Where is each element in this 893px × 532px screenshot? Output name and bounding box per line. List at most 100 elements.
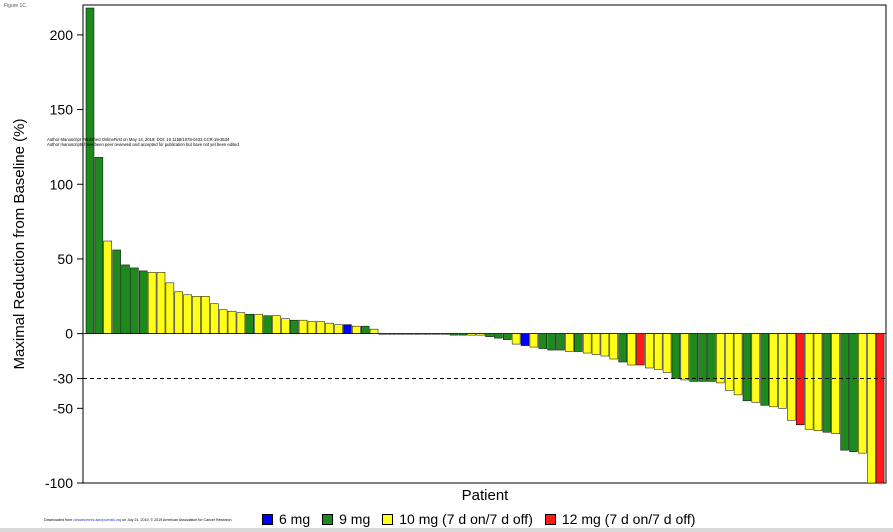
bar-patient-29 <box>334 324 343 334</box>
download-note: Downloaded from clincancerres.aacrjourna… <box>44 518 232 523</box>
bar-patient-8 <box>147 272 157 334</box>
y-tick-label: 100 <box>50 176 74 192</box>
y-tick-label: -30 <box>53 370 73 386</box>
bar-patient-14 <box>201 296 210 334</box>
bar-patient-61 <box>618 333 627 363</box>
bar-patient-50 <box>520 333 530 346</box>
bar-patient-87 <box>849 333 858 452</box>
x-axis-title: Patient <box>462 487 510 504</box>
bar-patient-71 <box>707 333 716 382</box>
bar-patient-52 <box>538 333 548 349</box>
bar-patient-18 <box>236 312 246 334</box>
watermark-line-1: Author Manuscript Published OnlineFirst … <box>47 137 230 142</box>
bar-patient-66 <box>662 333 672 373</box>
bar-patient-31 <box>352 325 361 334</box>
bar-patient-30 <box>343 324 352 334</box>
bar-patient-85 <box>831 333 840 434</box>
bar-patient-84 <box>822 333 832 433</box>
bar-patient-53 <box>547 333 556 351</box>
bars-group <box>85 7 885 484</box>
legend-swatch-10mg <box>382 513 394 525</box>
bar-patient-70 <box>698 333 707 382</box>
legend-label-12mg: 12 mg (7 d on/7 d off) <box>561 511 696 527</box>
bar-patient-65 <box>653 333 663 370</box>
bar-patient-23 <box>281 318 290 334</box>
bar-patient-54 <box>556 333 565 351</box>
bar-patient-69 <box>689 333 698 382</box>
legend-item-12mg: 12 mg (7 d on/7 d off) <box>544 511 696 527</box>
bar-patient-4 <box>112 249 121 334</box>
bar-patient-16 <box>218 309 228 334</box>
bar-patient-7 <box>139 270 148 334</box>
bar-patient-79 <box>778 333 787 409</box>
bar-patient-5 <box>121 264 130 334</box>
bar-patient-56 <box>574 333 583 352</box>
bar-patient-48 <box>503 333 512 340</box>
bar-patient-28 <box>325 322 334 334</box>
bar-patient-24 <box>289 319 299 334</box>
bar-patient-1 <box>85 7 95 334</box>
legend-swatch-9mg <box>322 513 334 525</box>
y-tick-label: 50 <box>57 251 73 267</box>
y-tick-label: 200 <box>50 27 74 43</box>
bar-patient-88 <box>858 333 867 454</box>
bar-patient-63 <box>636 333 645 366</box>
download-suffix: on July 21, 2019. © 2019 American Associ… <box>122 518 233 522</box>
legend-swatch-6mg <box>262 513 273 525</box>
bar-patient-20 <box>254 313 263 334</box>
bar-patient-25 <box>298 319 308 334</box>
bar-patient-76 <box>751 333 761 403</box>
bar-patient-32 <box>360 325 370 334</box>
bar-patient-55 <box>565 333 574 352</box>
bar-patient-75 <box>742 333 752 402</box>
bar-patient-22 <box>272 315 281 334</box>
bar-patient-15 <box>210 303 219 334</box>
bar-patient-81 <box>795 333 805 426</box>
legend-item-6mg: 6 mg <box>262 511 310 527</box>
download-prefix: Downloaded from <box>44 518 73 522</box>
bar-patient-86 <box>840 333 849 451</box>
bar-patient-64 <box>645 333 654 369</box>
figure-label: Figure 1C. <box>4 3 28 9</box>
bar-patient-59 <box>600 333 610 357</box>
bar-patient-78 <box>769 333 778 408</box>
bar-patient-26 <box>307 321 317 334</box>
y-tick-label: -50 <box>53 400 73 416</box>
bar-patient-21 <box>263 315 272 334</box>
legend: 6 mg 9 mg 10 mg (7 d on/7 d off) 12 mg (… <box>262 510 707 528</box>
bottom-scroll-strip <box>0 528 893 532</box>
bar-patient-57 <box>582 333 592 354</box>
bar-patient-6 <box>130 267 139 334</box>
bar-patient-3 <box>103 240 112 334</box>
manuscript-watermark: Author Manuscript Published OnlineFirst … <box>47 137 240 147</box>
bar-patient-74 <box>733 333 743 396</box>
bar-patient-19 <box>245 313 255 334</box>
bar-patient-72 <box>716 333 725 384</box>
bar-patient-33 <box>369 328 379 334</box>
bar-patient-83 <box>813 333 823 431</box>
legend-label-9mg: 9 mg <box>339 511 371 527</box>
legend-label-6mg: 6 mg <box>279 511 311 527</box>
plot-area <box>82 4 887 484</box>
bar-patient-11 <box>174 291 184 334</box>
bar-patient-67 <box>671 333 681 379</box>
y-tick-label: -100 <box>45 475 73 491</box>
bar-patient-80 <box>787 333 796 421</box>
bar-patient-77 <box>760 333 769 406</box>
bar-patient-60 <box>609 333 619 360</box>
bar-patient-82 <box>804 333 814 430</box>
bar-patient-2 <box>94 157 104 334</box>
y-axis-title: Maximal Reduction from Baseline (%) <box>11 119 28 370</box>
bar-patient-62 <box>627 333 636 366</box>
journal-link[interactable]: clincancerres.aacrjournals.org <box>73 518 122 522</box>
legend-item-9mg: 9 mg <box>322 511 370 527</box>
legend-item-10mg: 10 mg (7 d on/7 d off) <box>382 511 533 527</box>
y-axis-ticks: 200 150 100 50 0 -30 -50 -100 <box>45 27 83 491</box>
bar-patient-89 <box>866 333 876 484</box>
y-tick-label: 150 <box>50 102 74 118</box>
bar-patient-68 <box>680 333 690 381</box>
legend-swatch-12mg <box>544 513 556 525</box>
bar-patient-73 <box>724 333 734 391</box>
bar-patient-12 <box>183 294 192 334</box>
